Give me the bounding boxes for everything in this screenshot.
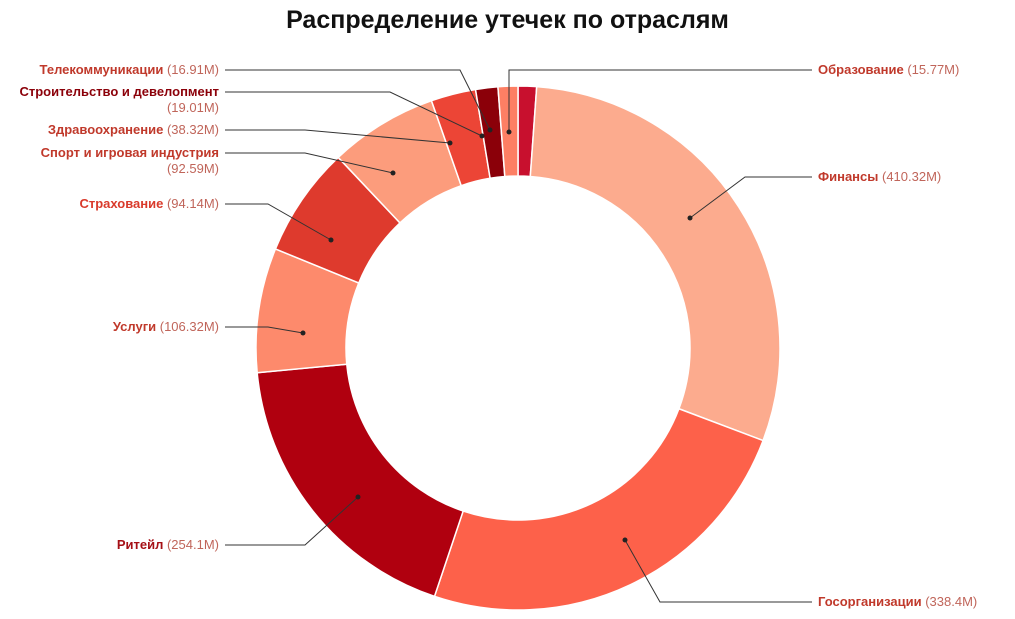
slice-label-name: Финансы (818, 169, 879, 184)
slice-label-value: (254.1M) (166, 537, 219, 552)
slice-label: Здравоохранение (38.32M) (48, 122, 219, 138)
slice-label-name: Телекоммуникации (39, 62, 164, 77)
leader-line (225, 326, 304, 334)
slice-label-name: Ритейл (116, 537, 164, 552)
donut-slice (256, 363, 465, 598)
slice-label-name: Госорганизации (818, 594, 922, 609)
leader-dot (479, 133, 485, 139)
leader-dot (687, 215, 693, 221)
slice-label-value: (38.32M) (166, 122, 219, 137)
leader-dot (447, 140, 453, 146)
slice-label-value: (15.77M) (907, 62, 960, 77)
slice-label: Спорт и игровая индустрия (92.59M) (41, 145, 219, 177)
leader-line (225, 69, 491, 131)
donut-slice (529, 85, 781, 442)
slice-label: Образование (15.77M) (818, 62, 959, 78)
slice-label-name: Здравоохранение (47, 122, 164, 137)
slice-label-value: (94.14M) (166, 196, 219, 211)
slice-label-name: Строительство и девелопмент (19, 84, 219, 99)
slice-label: Страхование (94.14M) (79, 196, 219, 212)
leader-dot (328, 237, 334, 243)
slice-label-value: (410.32M) (881, 169, 942, 184)
slice-label-value: (106.32M) (159, 319, 219, 334)
leader-line (689, 176, 812, 219)
chart-title: Распределение утечек по отраслям (286, 6, 729, 34)
leader-line (624, 539, 812, 603)
leader-dot (390, 170, 396, 176)
leader-line (508, 69, 812, 132)
slice-label-value: (338.4M) (925, 594, 978, 609)
slice-label: Строительство и девелопмент (19.01M) (19, 84, 219, 116)
slice-label-name: Услуги (112, 319, 157, 334)
slice-label: Услуги (106.32M) (113, 319, 219, 335)
leader-line (225, 129, 451, 144)
slice-label-value: (92.59M) (166, 161, 219, 176)
leader-line (225, 496, 359, 546)
leader-line (225, 152, 394, 174)
donut-slice (433, 407, 765, 611)
slice-label-value: (19.01M) (166, 100, 219, 115)
leader-dot (355, 494, 361, 500)
slice-label: Телекоммуникации (16.91M) (40, 62, 219, 78)
slice-label-name: Страхование (79, 196, 164, 211)
leader-line (225, 203, 332, 241)
slice-label-value: (16.91M) (166, 62, 219, 77)
leader-line (225, 91, 483, 137)
leader-dot (622, 537, 628, 543)
leader-dot (506, 129, 512, 135)
slice-label: Финансы (410.32M) (818, 169, 941, 185)
slice-label-name: Образование (818, 62, 904, 77)
leader-dot (487, 127, 493, 133)
slice-label: Госорганизации (338.4M) (818, 594, 977, 610)
slice-label: Ритейл (254.1M) (117, 537, 219, 553)
leader-dot (300, 330, 306, 336)
slice-label-name: Спорт и игровая индустрия (40, 145, 219, 160)
